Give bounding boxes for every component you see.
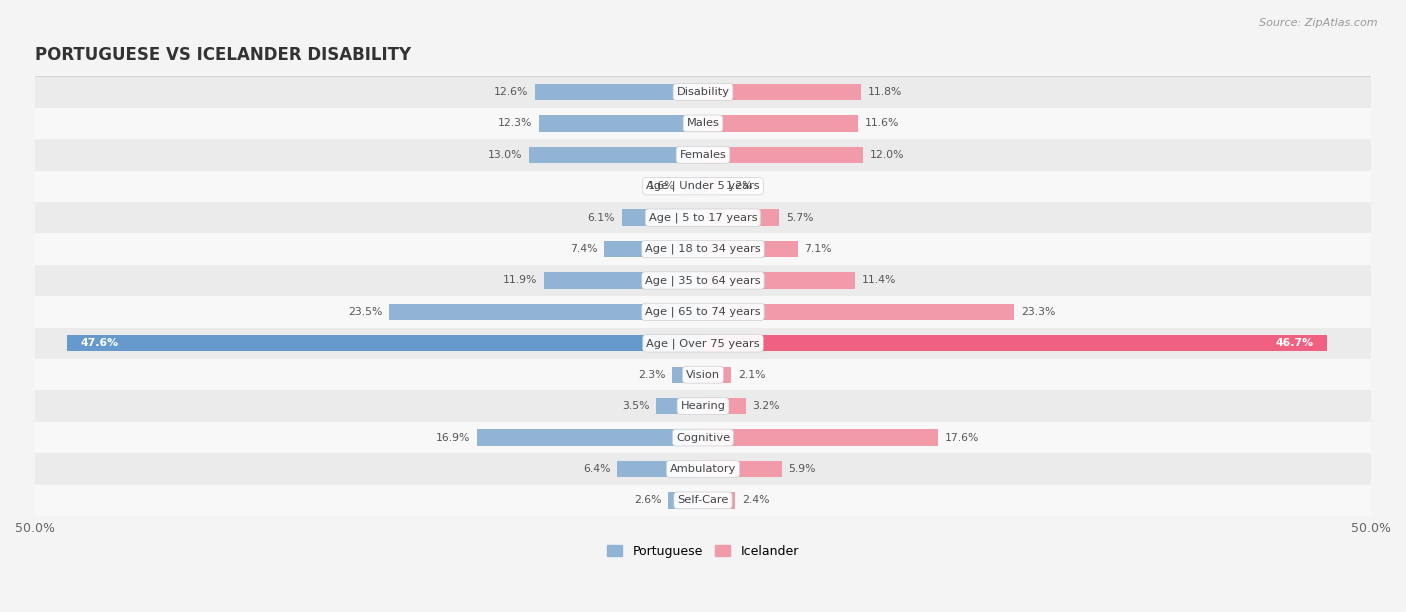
Bar (703, 241, 797, 257)
Bar (621, 209, 703, 226)
Bar (35, 485, 1371, 516)
Bar (703, 367, 731, 383)
Bar (703, 209, 779, 226)
Bar (35, 202, 1371, 233)
Text: 6.1%: 6.1% (588, 212, 614, 223)
Bar (35, 422, 1371, 453)
Bar (35, 390, 1371, 422)
Bar (703, 335, 1327, 351)
Text: 2.3%: 2.3% (638, 370, 665, 379)
Text: 12.6%: 12.6% (494, 87, 529, 97)
Bar (703, 461, 782, 477)
Text: 16.9%: 16.9% (436, 433, 471, 442)
Bar (35, 139, 1371, 171)
Text: Age | 18 to 34 years: Age | 18 to 34 years (645, 244, 761, 255)
Bar (389, 304, 703, 320)
Bar (703, 272, 855, 289)
Bar (605, 241, 703, 257)
Text: 11.8%: 11.8% (868, 87, 901, 97)
Text: 11.6%: 11.6% (865, 118, 898, 129)
Text: 5.7%: 5.7% (786, 212, 813, 223)
Text: 46.7%: 46.7% (1275, 338, 1313, 348)
Text: Cognitive: Cognitive (676, 433, 730, 442)
Text: Age | Under 5 years: Age | Under 5 years (647, 181, 759, 192)
Text: 6.4%: 6.4% (583, 464, 610, 474)
Bar (668, 492, 703, 509)
Text: 1.6%: 1.6% (647, 181, 675, 191)
Text: Ambulatory: Ambulatory (669, 464, 737, 474)
Bar (35, 265, 1371, 296)
Text: Age | 35 to 64 years: Age | 35 to 64 years (645, 275, 761, 286)
Text: 11.9%: 11.9% (503, 275, 537, 285)
Text: 12.3%: 12.3% (498, 118, 531, 129)
Bar (35, 359, 1371, 390)
Legend: Portuguese, Icelander: Portuguese, Icelander (602, 540, 804, 562)
Bar (35, 233, 1371, 265)
Bar (35, 453, 1371, 485)
Bar (477, 430, 703, 446)
Text: 2.6%: 2.6% (634, 495, 662, 506)
Bar (67, 335, 703, 351)
Text: 17.6%: 17.6% (945, 433, 979, 442)
Bar (682, 178, 703, 195)
Text: Hearing: Hearing (681, 401, 725, 411)
Bar (703, 147, 863, 163)
Text: 3.2%: 3.2% (752, 401, 780, 411)
Text: 11.4%: 11.4% (862, 275, 897, 285)
Bar (538, 115, 703, 132)
Text: Age | Over 75 years: Age | Over 75 years (647, 338, 759, 349)
Text: 5.9%: 5.9% (789, 464, 815, 474)
Bar (35, 76, 1371, 108)
Text: 3.5%: 3.5% (621, 401, 650, 411)
Text: 7.1%: 7.1% (804, 244, 832, 254)
Bar (617, 461, 703, 477)
Bar (703, 430, 938, 446)
Bar (35, 296, 1371, 327)
Bar (35, 171, 1371, 202)
Text: Age | 65 to 74 years: Age | 65 to 74 years (645, 307, 761, 317)
Text: 2.4%: 2.4% (742, 495, 769, 506)
Bar (544, 272, 703, 289)
Text: Source: ZipAtlas.com: Source: ZipAtlas.com (1260, 18, 1378, 28)
Text: 23.3%: 23.3% (1021, 307, 1056, 317)
Bar (703, 304, 1014, 320)
Bar (35, 108, 1371, 139)
Bar (703, 84, 860, 100)
Bar (703, 178, 718, 195)
Text: Males: Males (686, 118, 720, 129)
Bar (657, 398, 703, 414)
Bar (703, 398, 745, 414)
Text: 7.4%: 7.4% (569, 244, 598, 254)
Text: 12.0%: 12.0% (870, 150, 904, 160)
Text: Self-Care: Self-Care (678, 495, 728, 506)
Text: 1.2%: 1.2% (725, 181, 754, 191)
Bar (672, 367, 703, 383)
Text: Vision: Vision (686, 370, 720, 379)
Text: Age | 5 to 17 years: Age | 5 to 17 years (648, 212, 758, 223)
Bar (534, 84, 703, 100)
Text: 2.1%: 2.1% (738, 370, 765, 379)
Text: Disability: Disability (676, 87, 730, 97)
Bar (529, 147, 703, 163)
Text: 13.0%: 13.0% (488, 150, 523, 160)
Text: 47.6%: 47.6% (80, 338, 118, 348)
Text: 23.5%: 23.5% (349, 307, 382, 317)
Bar (703, 115, 858, 132)
Text: PORTUGUESE VS ICELANDER DISABILITY: PORTUGUESE VS ICELANDER DISABILITY (35, 46, 411, 64)
Bar (703, 492, 735, 509)
Bar (35, 327, 1371, 359)
Text: Females: Females (679, 150, 727, 160)
